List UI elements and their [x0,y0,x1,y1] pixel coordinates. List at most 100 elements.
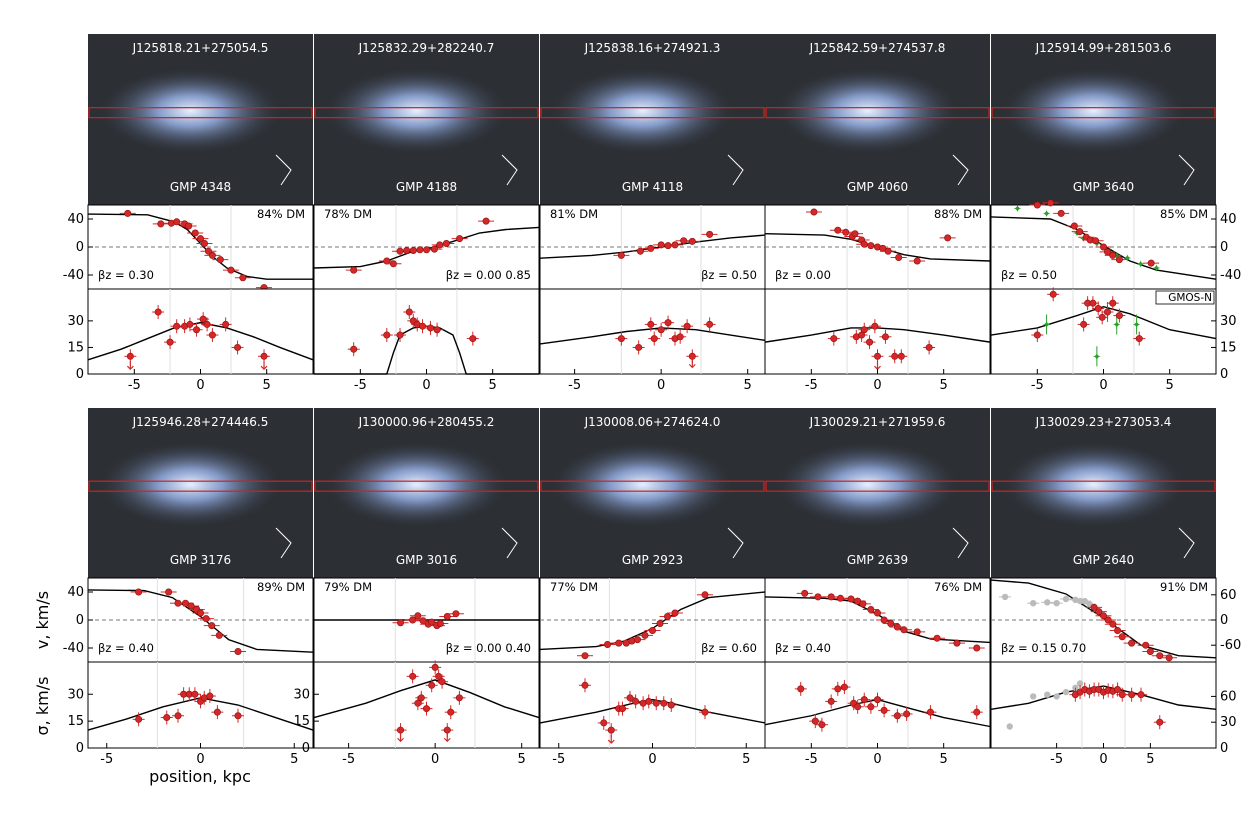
velocity-point [842,228,850,236]
v-tick-label: 0 [1220,613,1228,628]
slit-overlay [765,107,990,119]
slit-overlay [88,107,313,119]
x-tick-label: 5 [263,378,271,393]
velocity-point [1128,639,1136,647]
velocity-point [409,247,417,255]
sigma-point [1080,320,1088,328]
velocity-point [165,588,173,596]
velocity-point [1115,256,1123,264]
dm-fraction-label: 91% DM [1160,580,1208,594]
sigma-point [443,726,451,734]
velocity-point [617,251,625,259]
velocity-point [197,235,205,243]
sigma-point [618,705,626,713]
sigma-point [1094,304,1102,312]
sigma-point [854,703,862,711]
sigma-point [926,708,934,716]
sigma-tick-label: 0 [302,741,310,756]
sigma-point [213,708,221,716]
v-tick-label: 0 [76,613,84,628]
grey-point [1086,600,1093,608]
velocity-point [227,266,235,274]
x-tick-label: 0 [873,752,881,767]
gmos-point: ✦ [1132,318,1141,331]
beta-label: βz = 0.30 [98,268,154,282]
sigma-model-line [990,305,1217,340]
sigma-tick-label: 30 [67,687,84,702]
x-tick-label: 0 [431,752,439,767]
dm-fraction-label: 88% DM [934,207,982,221]
velocity-point [647,244,655,252]
sigma-tick-label: 0 [76,741,84,756]
sigma-point [866,338,874,346]
sigma-point [688,352,696,360]
galaxy-body [96,440,285,529]
grey-point [1062,595,1070,603]
v-tick-label: -40 [63,268,84,283]
y-label-velocity: v, km/s [33,591,52,649]
galaxy-body [322,66,511,156]
velocity-point [389,260,397,268]
slit-overlay [540,480,765,492]
galaxy-body [96,66,285,156]
galaxy-name: J125832.29+282240.7 [358,41,495,55]
velocity-point [810,208,818,216]
sigma-point [1098,313,1106,321]
sigma-tick-label: 15 [67,340,84,355]
sigma-point [438,678,446,686]
sigma-point [234,712,242,720]
sigma-tick-label: 30 [1220,314,1237,329]
sigma-point [706,320,714,328]
gmos-point: ✦ [1136,258,1145,271]
y-label-sigma: σ, km/s [33,677,52,736]
sigma-point [1118,691,1126,699]
velocity-point [859,600,867,608]
dm-fraction-label: 78% DM [324,207,372,221]
compass-icon [1178,527,1195,559]
x-tick-label: -5 [552,752,565,767]
sigma-point [397,726,405,734]
sigma-point [893,712,901,720]
velocity-point [633,636,641,644]
sigma-point [199,315,207,323]
velocity-point [1100,243,1108,251]
velocity-point [157,220,165,228]
sigma-axes [87,288,314,375]
sigma-point [647,320,655,328]
velocity-point [836,594,844,602]
sigma-point [701,708,709,716]
sigma-point [1128,691,1136,699]
x-tick-label: 0 [196,378,204,393]
dm-fraction-label: 76% DM [934,580,982,594]
gmos-point: ✦ [1042,207,1051,220]
sigma-point [208,331,216,339]
sigma-point [405,308,413,316]
compass-icon [1178,154,1195,186]
velocity-point [197,609,205,617]
x-tick-label: 5 [1166,378,1174,393]
velocity-point [680,237,688,245]
velocity-point [1047,199,1055,207]
velocity-point [383,257,391,265]
sigma-point [1114,686,1122,694]
velocity-point [913,628,921,636]
sigma-point [873,352,881,360]
velocity-point [581,652,589,660]
velocity-point [1100,612,1108,620]
v-tick-label: 40 [1220,212,1237,227]
upper-limit-arrow [397,733,404,743]
velocity-point [671,241,679,249]
sigma-point [234,343,242,351]
panel-9: J130029.21+271959.6 GMP 2639 76% DM βz = 0.… [764,408,991,767]
gmos-point: ✦ [1152,262,1161,275]
galaxy-name: J130029.21+271959.6 [809,415,946,429]
gmos-point: ✦ [1092,238,1101,251]
galaxy-name: J130000.96+280455.2 [358,415,495,429]
sigma-point [635,343,643,351]
sigma-point [683,322,691,330]
sigma-point [973,708,981,716]
sigma-point [1115,312,1123,320]
sigma-tick-label: 0 [1220,741,1228,756]
velocity-point [436,619,444,627]
compass-icon [952,527,969,559]
